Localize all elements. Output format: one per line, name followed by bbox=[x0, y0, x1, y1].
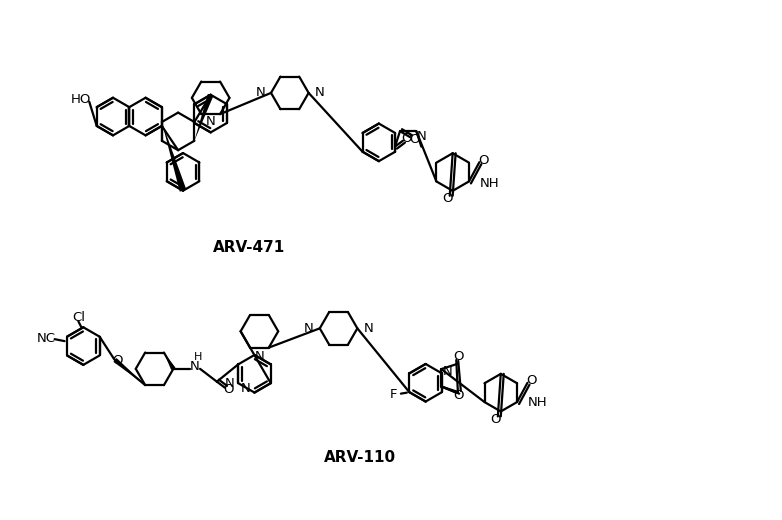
Text: NH: NH bbox=[479, 177, 499, 190]
Text: N: N bbox=[224, 376, 235, 389]
Text: O: O bbox=[478, 154, 489, 167]
Text: H: H bbox=[194, 352, 203, 362]
Text: O: O bbox=[402, 132, 412, 145]
Text: Cl: Cl bbox=[72, 311, 85, 324]
Text: O: O bbox=[224, 383, 234, 396]
Text: N: N bbox=[314, 86, 325, 99]
Text: N: N bbox=[304, 322, 314, 335]
Text: O: O bbox=[113, 355, 124, 368]
Text: O: O bbox=[443, 192, 453, 205]
Text: ARV-110: ARV-110 bbox=[325, 450, 396, 465]
Text: O: O bbox=[453, 389, 464, 402]
Text: HO: HO bbox=[71, 93, 91, 106]
Text: NC: NC bbox=[38, 332, 56, 345]
Text: O: O bbox=[526, 374, 536, 387]
Text: N: N bbox=[416, 129, 426, 142]
Text: N: N bbox=[443, 365, 452, 378]
Polygon shape bbox=[195, 94, 213, 141]
Text: O: O bbox=[410, 133, 420, 146]
Text: N: N bbox=[206, 115, 216, 128]
Text: N: N bbox=[190, 360, 200, 373]
Text: F: F bbox=[389, 388, 397, 401]
Text: O: O bbox=[453, 349, 464, 362]
Text: ARV-471: ARV-471 bbox=[213, 240, 285, 255]
Text: N: N bbox=[256, 86, 265, 99]
Text: N: N bbox=[241, 382, 250, 395]
Polygon shape bbox=[164, 353, 175, 370]
Text: O: O bbox=[490, 413, 501, 426]
Polygon shape bbox=[113, 358, 145, 385]
Polygon shape bbox=[162, 122, 186, 192]
Text: N: N bbox=[255, 349, 264, 362]
Text: NH: NH bbox=[528, 396, 547, 409]
Text: N: N bbox=[364, 322, 373, 335]
